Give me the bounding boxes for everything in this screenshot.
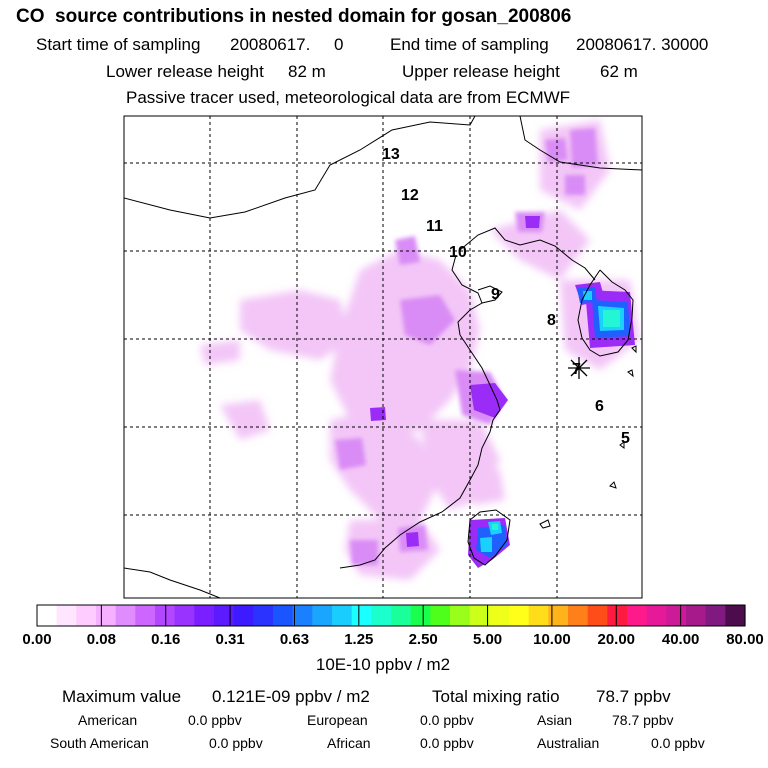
colorbar-cell: [450, 605, 471, 626]
colorbar-cell: [351, 605, 372, 626]
region-value-african: 0.0 ppbv: [420, 735, 474, 751]
colorbar-cell: [194, 605, 215, 626]
colorbar-frame: [36, 604, 746, 627]
colorbar-tick-label: 0.00: [22, 631, 51, 648]
colorbar-cell: [646, 605, 667, 626]
plume-peak: [492, 310, 620, 530]
grid-lines: [124, 116, 642, 598]
colorbar-tick-label: 5.00: [473, 631, 502, 648]
colorbar-cell: [312, 605, 333, 626]
region-value-south-american: 0.0 ppbv: [209, 735, 263, 751]
colorbar-tick-label: 2.50: [409, 631, 438, 648]
lower-height-label: Lower release height: [106, 62, 264, 81]
colorbar-cell: [253, 605, 274, 626]
region-name-european: European: [307, 712, 368, 728]
region-value-asian: 78.7 ppbv: [612, 712, 674, 728]
colorbar-cell: [273, 605, 294, 626]
trajectory-label: 7: [572, 361, 581, 378]
colorbar-tick-label: 0.63: [280, 631, 309, 648]
colorbar-cell: [214, 605, 235, 626]
trajectory-label: 8: [547, 312, 556, 329]
colorbar-tick-label: 0.16: [151, 631, 180, 648]
colorbar-tick-label: 40.00: [662, 631, 700, 648]
concentration-field: [200, 120, 640, 580]
colorbar-cell: [76, 605, 97, 626]
colorbar-cell: [705, 605, 726, 626]
colorbar: [37, 605, 746, 626]
colorbar-cell: [627, 605, 648, 626]
map-frame: [123, 115, 643, 599]
total-mixing-label: Total mixing ratio: [432, 687, 560, 706]
region-name-asian: Asian: [537, 712, 573, 728]
colorbar-cell: [528, 605, 549, 626]
colorbar-cell: [607, 605, 628, 626]
end-time-value: 20080617. 30000: [576, 35, 709, 54]
colorbar-cell: [233, 605, 254, 626]
trajectory-label: 12: [401, 187, 419, 204]
colorbar-tick-label: 1.25: [344, 631, 373, 648]
region-value-european: 0.0 ppbv: [420, 712, 474, 728]
region-value-american: 0.0 ppbv: [188, 712, 242, 728]
colorbar-tick-label: 0.08: [87, 631, 116, 648]
colorbar-cell: [686, 605, 707, 626]
coastline: [124, 116, 642, 598]
colorbar-tick-label: 80.00: [726, 631, 764, 648]
region-name-african: African: [327, 735, 371, 751]
colorbar-cell: [666, 605, 687, 626]
colorbar-cell: [332, 605, 353, 626]
colorbar-cell: [725, 605, 746, 626]
region-name-south-american: South American: [50, 735, 149, 751]
colorbar-unit: 10E-10 ppbv / m2: [316, 655, 450, 674]
trajectory-label: 5: [621, 430, 630, 447]
colorbar-cell: [37, 605, 58, 626]
trajectory-label: 6: [595, 398, 604, 415]
region-value-australian: 0.0 ppbv: [651, 735, 705, 751]
map-title: CO source contributions in nested domain…: [16, 6, 572, 27]
colorbar-cell: [587, 605, 608, 626]
colorbar-tick-label: 0.31: [215, 631, 244, 648]
colorbar-tick-label: 20.00: [597, 631, 635, 648]
max-value: 0.121E-09 ppbv / m2: [212, 687, 370, 706]
trajectory-label: 13: [382, 146, 400, 163]
colorbar-cell: [568, 605, 589, 626]
tracer-note: Passive tracer used, meteorological data…: [126, 88, 571, 107]
total-mixing-value: 78.7 ppbv: [596, 687, 671, 706]
lower-height-value: 82 m: [288, 62, 326, 81]
trajectory-label: 11: [426, 218, 443, 235]
trajectory-label: 9: [491, 286, 500, 303]
colorbar-cell: [292, 605, 313, 626]
region-name-american: American: [78, 712, 138, 728]
colorbar-cell: [371, 605, 392, 626]
end-time-label: End time of sampling: [390, 35, 549, 54]
upper-height-label: Upper release height: [402, 62, 560, 81]
colorbar-cell: [489, 605, 510, 626]
trajectory-label: 10: [449, 244, 467, 261]
max-value-label: Maximum value: [62, 687, 182, 706]
start-time-value: 20080617. 0: [230, 35, 344, 54]
colorbar-cell: [56, 605, 77, 626]
release-site-icon: [568, 357, 590, 379]
upper-height-value: 62 m: [600, 62, 638, 81]
colorbar-cell: [135, 605, 156, 626]
region-name-australian: Australian: [537, 735, 600, 751]
colorbar-cell: [115, 605, 136, 626]
colorbar-cell: [96, 605, 117, 626]
colorbar-cell: [548, 605, 569, 626]
colorbar-cell: [155, 605, 176, 626]
colorbar-cell: [430, 605, 451, 626]
plume-core-cyan: [480, 291, 624, 552]
colorbar-cell: [174, 605, 195, 626]
colorbar-cell: [391, 605, 412, 626]
colorbar-cell: [469, 605, 490, 626]
colorbar-cell: [509, 605, 530, 626]
colorbar-cell: [410, 605, 431, 626]
colorbar-ticks: 0.00 0.08 0.16 0.31 0.63 1.25 2.50 5.00 10.00 20.…: [22, 605, 764, 648]
start-time-label: Start time of sampling: [36, 35, 201, 54]
colorbar-tick-label: 10.00: [533, 631, 571, 648]
trajectory-labels: 13 12 11 10 9 8 7 6 5: [382, 146, 630, 447]
